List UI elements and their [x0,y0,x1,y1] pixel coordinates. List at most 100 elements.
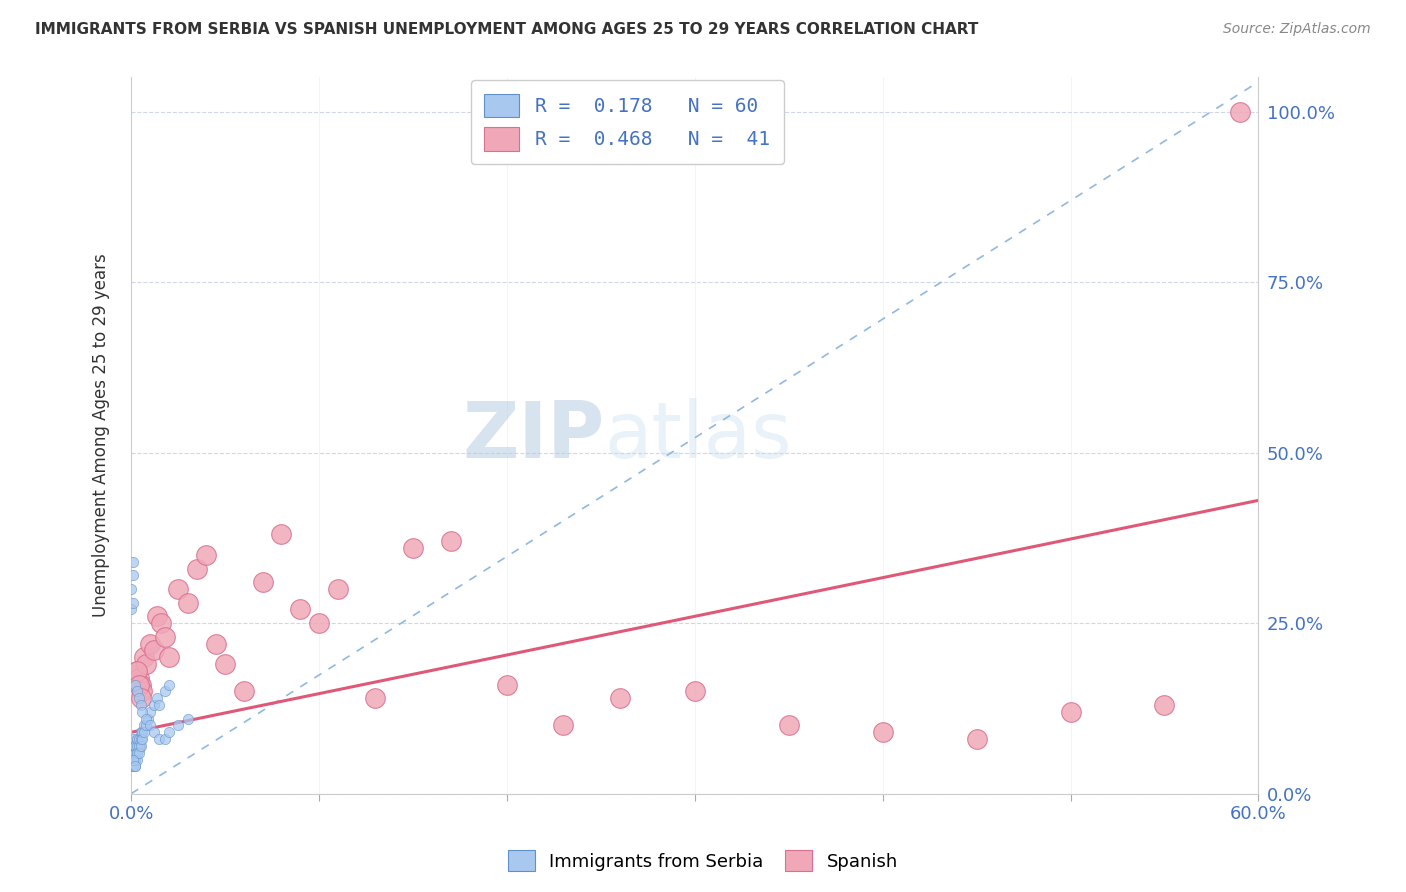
Point [153,630,176,644]
Point [120,582,142,596]
Point [402,541,425,555]
Point [150,616,173,631]
Point [128,677,150,691]
Point [232,684,254,698]
Point [139,718,162,732]
Point [122,568,145,582]
Point [195,548,218,562]
Point [252,575,274,590]
Legend: Immigrants from Serbia, Spanish: Immigrants from Serbia, Spanish [501,843,905,879]
Point [136,712,159,726]
Point [125,664,148,678]
Point [167,582,190,596]
Point [124,759,146,773]
Point [131,684,153,698]
Point [135,657,157,671]
Point [125,746,148,760]
Point [124,739,146,753]
Point [129,677,152,691]
Point [157,677,180,691]
Text: Source: ZipAtlas.com: Source: ZipAtlas.com [1223,22,1371,37]
Point [1059,705,1081,719]
Point [146,691,169,706]
Point [142,725,165,739]
Point [142,643,165,657]
Point [122,753,145,767]
Point [122,739,145,753]
Point [966,732,988,747]
Point [129,732,152,747]
Point [308,616,330,631]
Point [778,718,800,732]
Point [139,705,162,719]
Point [122,753,145,767]
Text: ZIP: ZIP [463,398,605,474]
Point [122,759,145,773]
Point [134,718,156,732]
Point [609,691,631,706]
Point [128,671,150,685]
Point [122,746,145,760]
Point [157,725,180,739]
Point [125,684,148,698]
Point [872,725,894,739]
Point [122,753,145,767]
Point [176,596,198,610]
Point [125,753,148,767]
Y-axis label: Unemployment Among Ages 25 to 29 years: Unemployment Among Ages 25 to 29 years [93,253,110,617]
Point [139,637,162,651]
Point [134,725,156,739]
Point [124,753,146,767]
Point [124,753,146,767]
Point [124,746,146,760]
Point [124,739,146,753]
Point [122,596,145,610]
Point [186,561,208,575]
Point [124,753,146,767]
Point [128,691,150,706]
Point [122,732,145,747]
Point [1153,698,1175,712]
Point [176,712,198,726]
Point [439,534,461,549]
Point [122,746,145,760]
Point [153,732,176,747]
Point [129,725,152,739]
Point [124,759,146,773]
Text: atlas: atlas [605,398,792,474]
Point [122,555,145,569]
Point [124,746,146,760]
Point [128,746,150,760]
Point [153,684,176,698]
Point [125,664,148,678]
Point [134,650,156,665]
Point [124,739,146,753]
Point [157,650,180,665]
Point [120,602,142,616]
Point [496,677,519,691]
Point [122,739,145,753]
Legend: R =  0.178   N = 60, R =  0.468   N =  41: R = 0.178 N = 60, R = 0.468 N = 41 [471,80,783,164]
Point [129,691,152,706]
Point [270,527,292,541]
Point [128,739,150,753]
Point [167,718,190,732]
Point [146,609,169,624]
Point [131,725,153,739]
Point [129,739,152,753]
Point [142,698,165,712]
Point [131,732,153,747]
Point [148,698,170,712]
Point [128,732,150,747]
Point [204,637,226,651]
Point [290,602,312,616]
Point [135,712,157,726]
Point [125,746,148,760]
Point [364,691,387,706]
Point [122,759,145,773]
Point [124,677,146,691]
Point [553,718,575,732]
Point [214,657,236,671]
Text: IMMIGRANTS FROM SERBIA VS SPANISH UNEMPLOYMENT AMONG AGES 25 TO 29 YEARS CORRELA: IMMIGRANTS FROM SERBIA VS SPANISH UNEMPL… [35,22,979,37]
Point [148,732,170,747]
